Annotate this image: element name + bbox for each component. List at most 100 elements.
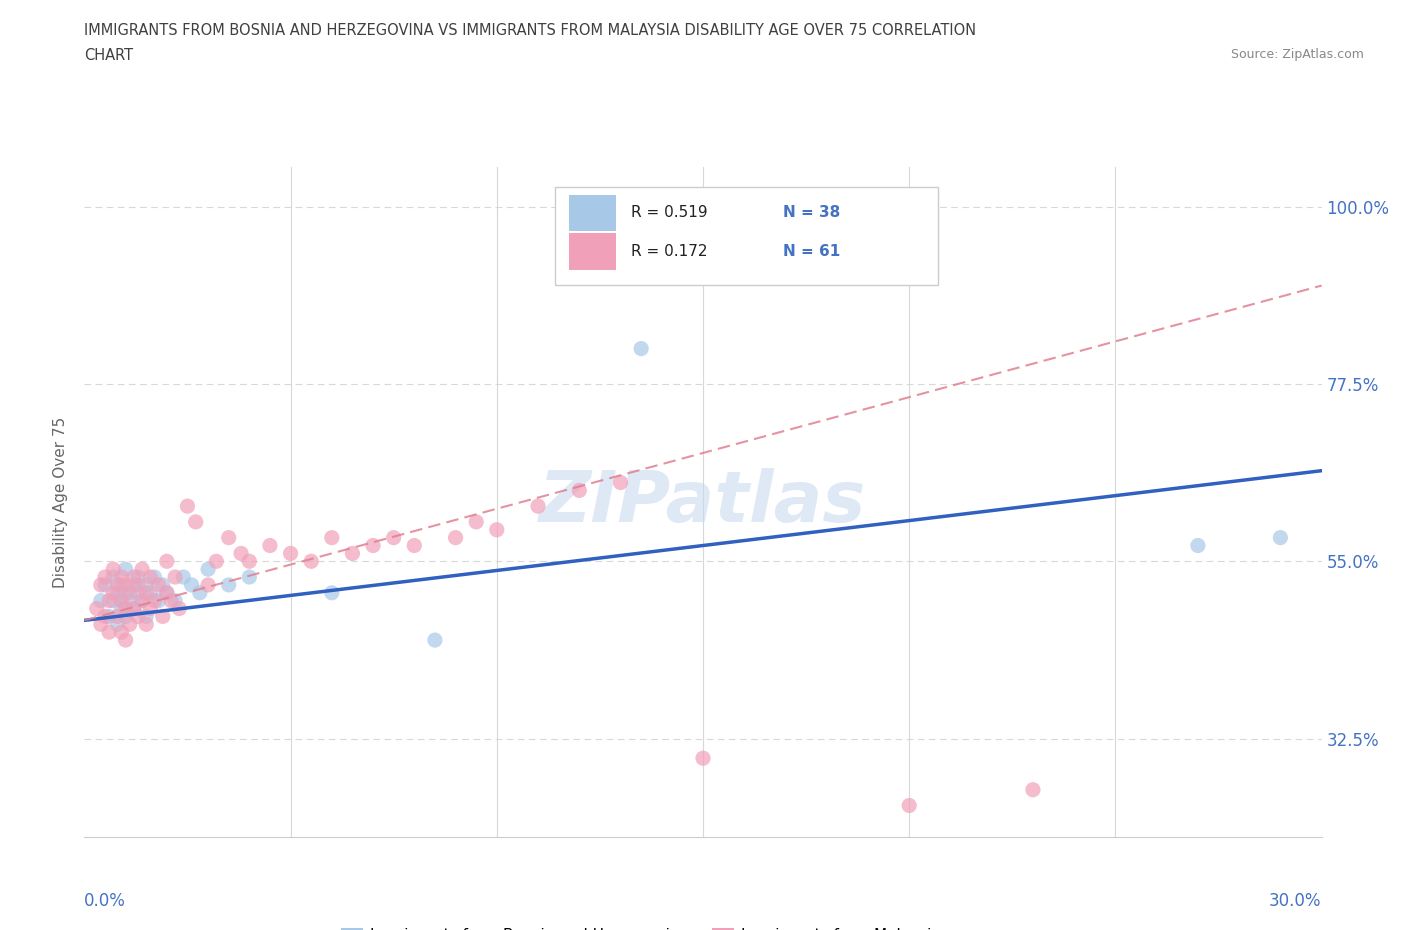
Point: [229, 546, 252, 561]
Point: [122, 569, 145, 584]
Text: Source: ZipAtlas.com: Source: ZipAtlas.com: [1230, 48, 1364, 61]
Point: [259, 538, 281, 553]
Point: [127, 609, 149, 624]
Text: IMMIGRANTS FROM BOSNIA AND HERZEGOVINA VS IMMIGRANTS FROM MALAYSIA DISABILITY AG: IMMIGRANTS FROM BOSNIA AND HERZEGOVINA V…: [84, 23, 977, 38]
Point: [110, 569, 132, 584]
Point: [143, 569, 166, 584]
Point: [197, 562, 219, 577]
Point: [110, 625, 132, 640]
FancyBboxPatch shape: [554, 188, 938, 285]
Point: [152, 609, 174, 624]
Point: [135, 609, 157, 624]
Point: [90, 593, 112, 608]
Y-axis label: Disability Age Over 75: Disability Age Over 75: [53, 417, 69, 588]
Point: [342, 546, 364, 561]
Point: [105, 585, 128, 600]
Point: [98, 625, 121, 640]
Point: [184, 514, 207, 529]
Point: [148, 578, 170, 592]
Text: R = 0.172: R = 0.172: [631, 244, 707, 259]
Point: [131, 593, 153, 608]
Legend: Immigrants from Bosnia and Herzegovina, Immigrants from Malaysia: Immigrants from Bosnia and Herzegovina, …: [335, 922, 948, 930]
Point: [90, 578, 112, 592]
Point: [135, 578, 157, 592]
Point: [1022, 782, 1045, 797]
Point: [98, 593, 121, 608]
Point: [110, 578, 132, 592]
Point: [156, 585, 179, 600]
Point: [94, 569, 117, 584]
Point: [188, 585, 211, 600]
Point: [105, 609, 128, 624]
Text: ZIPatlas: ZIPatlas: [540, 468, 866, 537]
Point: [94, 609, 117, 624]
Point: [131, 593, 153, 608]
Point: [118, 593, 141, 608]
Point: [90, 617, 112, 631]
Point: [139, 569, 162, 584]
Point: [423, 632, 446, 647]
Point: [148, 593, 170, 608]
Point: [361, 538, 384, 553]
Point: [103, 585, 125, 600]
Bar: [569, 194, 616, 232]
Point: [114, 585, 136, 600]
Point: [118, 617, 141, 631]
Point: [110, 593, 132, 608]
Point: [114, 562, 136, 577]
Point: [165, 569, 187, 584]
Point: [180, 578, 202, 592]
Point: [218, 530, 240, 545]
Point: [527, 498, 550, 513]
Point: [98, 609, 121, 624]
Point: [630, 341, 652, 356]
Point: [485, 523, 508, 538]
Point: [122, 601, 145, 616]
Point: [299, 554, 322, 569]
Point: [131, 562, 153, 577]
Point: [127, 578, 149, 592]
Point: [172, 569, 194, 584]
Text: 0.0%: 0.0%: [84, 892, 127, 910]
Point: [609, 475, 631, 490]
Point: [114, 601, 136, 616]
Text: N = 61: N = 61: [783, 244, 841, 259]
Point: [152, 578, 174, 592]
Point: [197, 578, 219, 592]
Point: [238, 569, 260, 584]
Point: [103, 562, 125, 577]
Bar: [569, 232, 616, 270]
Point: [404, 538, 426, 553]
Point: [127, 585, 149, 600]
Point: [444, 530, 467, 545]
Point: [122, 601, 145, 616]
Text: 30.0%: 30.0%: [1270, 892, 1322, 910]
Point: [139, 585, 162, 600]
Point: [110, 601, 132, 616]
Point: [135, 617, 157, 631]
Point: [160, 593, 183, 608]
Point: [321, 585, 343, 600]
Point: [165, 593, 187, 608]
Point: [218, 578, 240, 592]
Text: R = 0.519: R = 0.519: [631, 206, 707, 220]
Point: [122, 578, 145, 592]
Point: [114, 632, 136, 647]
Point: [118, 585, 141, 600]
Point: [205, 554, 228, 569]
Point: [127, 569, 149, 584]
Point: [143, 593, 166, 608]
Point: [139, 601, 162, 616]
Point: [135, 585, 157, 600]
Point: [280, 546, 302, 561]
Point: [103, 593, 125, 608]
Point: [898, 798, 921, 813]
Text: CHART: CHART: [84, 48, 134, 63]
Point: [156, 585, 179, 600]
Point: [114, 578, 136, 592]
Text: N = 38: N = 38: [783, 206, 841, 220]
Point: [1187, 538, 1209, 553]
Point: [114, 609, 136, 624]
Point: [103, 569, 125, 584]
Point: [465, 514, 488, 529]
